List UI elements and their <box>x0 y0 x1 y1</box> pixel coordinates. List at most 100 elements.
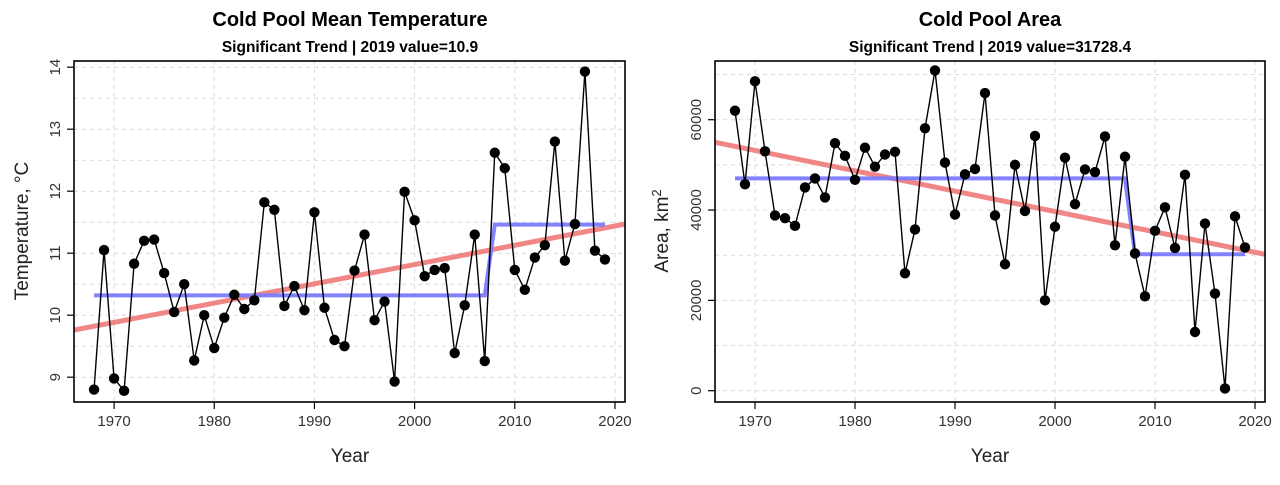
y-tick-label: 12 <box>47 183 64 200</box>
data-point <box>1059 152 1071 163</box>
data-point <box>1159 202 1171 213</box>
data-point <box>519 284 531 295</box>
data-point <box>359 229 370 240</box>
data-point <box>309 207 320 218</box>
data-point <box>329 334 340 346</box>
data-point <box>949 209 961 220</box>
data-point <box>199 310 210 321</box>
data-point <box>549 136 561 147</box>
data-point <box>769 210 781 221</box>
x-axis-label: Year <box>331 446 370 467</box>
data-point <box>459 300 470 311</box>
data-point <box>1229 211 1241 222</box>
data-point <box>209 342 220 354</box>
data-point <box>98 244 110 256</box>
data-point <box>979 87 991 99</box>
x-tick-label: 1990 <box>938 413 971 430</box>
data-point <box>959 169 971 180</box>
data-point <box>579 66 591 77</box>
y-axis-label-superscript: 2 <box>649 189 664 196</box>
data-point <box>419 270 430 282</box>
data-point <box>829 138 841 149</box>
data-point <box>229 289 240 300</box>
data-point <box>1049 221 1061 232</box>
y-tick-label: 60000 <box>688 99 705 141</box>
data-point <box>919 123 931 134</box>
x-axis-ticks: 1970 1980 1990 2000 2010 2020 <box>97 402 632 430</box>
data-point <box>88 384 100 395</box>
data-point <box>789 220 801 232</box>
data-point <box>749 76 761 87</box>
data-point <box>1239 242 1251 253</box>
observed-line <box>734 70 1246 389</box>
series-lines <box>73 71 626 393</box>
data-point <box>1219 383 1231 394</box>
data-point <box>469 229 480 240</box>
chart-title: Cold Pool Mean Temperature <box>212 9 487 31</box>
data-point <box>939 157 951 168</box>
data-point <box>289 280 300 292</box>
y-tick-label: 10 <box>47 307 64 324</box>
data-point <box>1149 225 1161 237</box>
data-point <box>879 149 891 160</box>
data-point <box>108 373 120 384</box>
y-axis-label: Temperature, °C <box>12 162 33 301</box>
data-point <box>799 182 811 193</box>
data-point <box>429 264 440 276</box>
data-points <box>88 66 611 397</box>
data-point <box>1099 131 1111 142</box>
data-point <box>269 204 280 215</box>
chart-subtitle: Significant Trend | 2019 value=10.9 <box>222 39 479 56</box>
data-point <box>1069 198 1081 210</box>
data-point <box>589 245 601 256</box>
data-point <box>1139 291 1151 302</box>
plot-frame <box>714 60 1266 403</box>
y-tick-label: 11 <box>47 245 64 261</box>
x-tick-label: 2010 <box>1138 413 1171 430</box>
data-point <box>999 259 1011 270</box>
data-point <box>729 105 741 116</box>
data-point <box>599 254 611 265</box>
data-point <box>299 305 310 316</box>
x-tick-label: 2000 <box>1038 413 1071 430</box>
data-point <box>989 210 1001 221</box>
y-tick-label: 20000 <box>688 280 705 322</box>
data-point <box>509 264 520 276</box>
grid-lines <box>74 61 625 402</box>
data-point <box>739 179 751 190</box>
data-point <box>779 212 791 224</box>
y-tick-label: 13 <box>47 121 64 138</box>
data-point <box>529 252 541 263</box>
grid-lines <box>715 61 1265 402</box>
data-point <box>1179 169 1191 181</box>
x-tick-label: 1980 <box>838 413 871 430</box>
observed-line <box>93 71 606 393</box>
y-axis-ticks: 0 20000 40000 60000 <box>688 99 715 395</box>
data-point <box>1079 164 1091 175</box>
plot-frame <box>73 60 626 403</box>
data-point <box>1169 242 1181 254</box>
data-point <box>539 239 551 251</box>
data-point <box>1189 326 1201 338</box>
data-point <box>1119 151 1131 162</box>
x-tick-label: 1990 <box>298 413 331 430</box>
data-point <box>1029 130 1041 142</box>
data-point <box>128 258 140 269</box>
y-axis-label: Area, km2 <box>649 189 673 272</box>
data-point <box>869 161 881 172</box>
regime-shift-line <box>94 222 605 298</box>
data-point <box>399 186 410 198</box>
data-point <box>889 146 901 157</box>
data-point <box>929 65 941 76</box>
data-point <box>499 163 510 174</box>
data-point <box>1019 205 1031 217</box>
data-point <box>319 302 330 313</box>
x-tick-label: 2010 <box>498 413 531 430</box>
y-axis-ticks: 9 10 11 12 13 14 <box>47 59 74 381</box>
data-points <box>729 65 1251 394</box>
data-point <box>809 173 821 184</box>
data-point <box>1009 159 1021 171</box>
x-tick-label: 1980 <box>198 413 231 430</box>
x-axis-ticks: 1970 1980 1990 2000 2010 2020 <box>738 402 1272 430</box>
